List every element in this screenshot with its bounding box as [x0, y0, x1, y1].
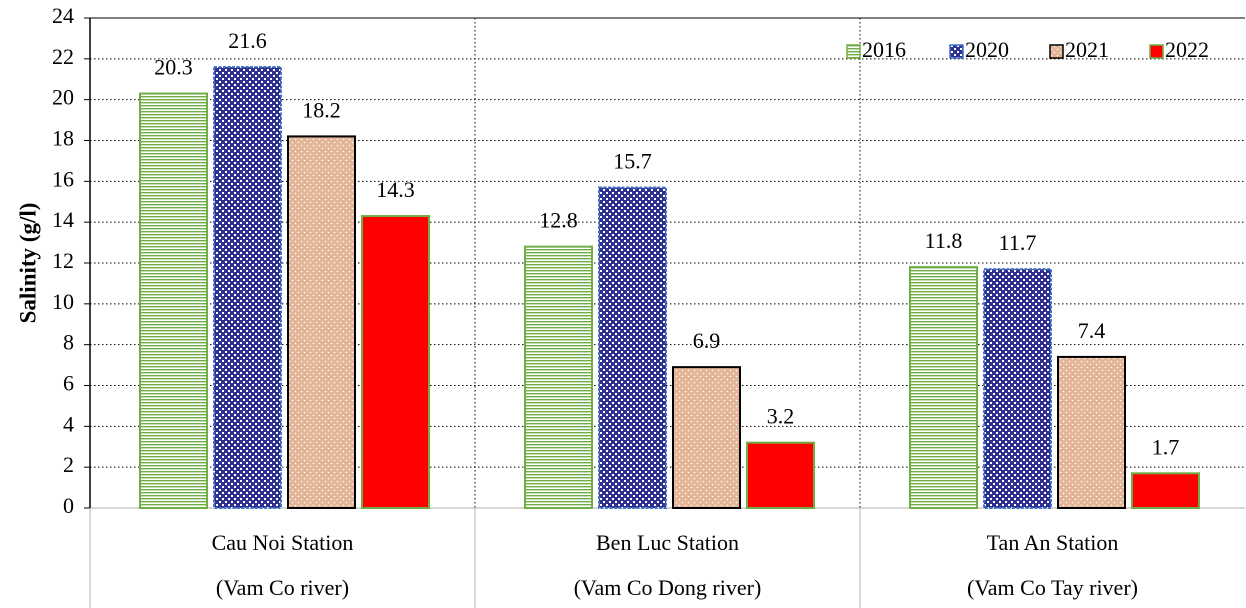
- x-tick-label: (Vam Co Tay river): [967, 575, 1138, 600]
- data-label: 6.9: [693, 328, 721, 353]
- data-label: 1.7: [1152, 434, 1180, 459]
- data-label: 12.8: [539, 208, 578, 233]
- bar: [598, 186, 667, 509]
- x-tick-label: (Vam Co Dong river): [574, 575, 762, 600]
- y-tick-label: 10: [52, 289, 74, 314]
- bar: [213, 66, 282, 509]
- data-label: 11.7: [999, 230, 1037, 255]
- legend-label: 2016: [862, 37, 906, 62]
- y-tick-label: 8: [63, 330, 74, 355]
- legend-swatch: [846, 44, 861, 59]
- bar: [1057, 355, 1126, 509]
- bar: [1131, 472, 1200, 509]
- y-tick-label: 12: [52, 248, 74, 273]
- x-tick-label: Cau Noi Station: [212, 530, 354, 555]
- y-tick-label: 4: [63, 411, 74, 436]
- data-label: 18.2: [302, 97, 341, 122]
- data-label: 15.7: [613, 149, 652, 174]
- bar: [746, 441, 815, 509]
- legend-label: 2022: [1165, 37, 1209, 62]
- data-label: 3.2: [767, 404, 795, 429]
- bar: [361, 215, 430, 510]
- y-tick-label: 16: [52, 166, 74, 191]
- legend-label: 2021: [1065, 37, 1109, 62]
- y-axis-label: Salinity (g/l): [15, 203, 40, 324]
- y-tick-label: 22: [52, 44, 74, 69]
- x-tick-label: (Vam Co river): [216, 575, 349, 600]
- data-label: 11.8: [925, 228, 963, 253]
- y-tick-label: 20: [52, 85, 74, 110]
- y-tick-label: 24: [52, 3, 74, 28]
- bar: [909, 266, 978, 510]
- y-tick-label: 18: [52, 126, 74, 151]
- y-tick-label: 14: [52, 207, 74, 232]
- legend-swatch: [949, 44, 964, 59]
- bar: [287, 135, 356, 510]
- y-tick-label: 6: [63, 371, 74, 396]
- bar: [139, 92, 208, 510]
- legend-swatch: [1049, 44, 1064, 59]
- y-tick-label: 2: [63, 452, 74, 477]
- data-label: 7.4: [1078, 318, 1106, 343]
- bar: [983, 268, 1052, 509]
- bar: [672, 366, 741, 509]
- data-label: 14.3: [376, 177, 415, 202]
- legend-label: 2020: [965, 37, 1009, 62]
- data-label: 21.6: [228, 28, 267, 53]
- x-tick-label: Ben Luc Station: [596, 530, 739, 555]
- y-tick-label: 0: [63, 493, 74, 518]
- x-tick-label: Tan An Station: [987, 530, 1119, 555]
- legend-swatch: [1149, 44, 1164, 59]
- bar: [524, 245, 593, 510]
- data-label: 20.3: [154, 55, 193, 80]
